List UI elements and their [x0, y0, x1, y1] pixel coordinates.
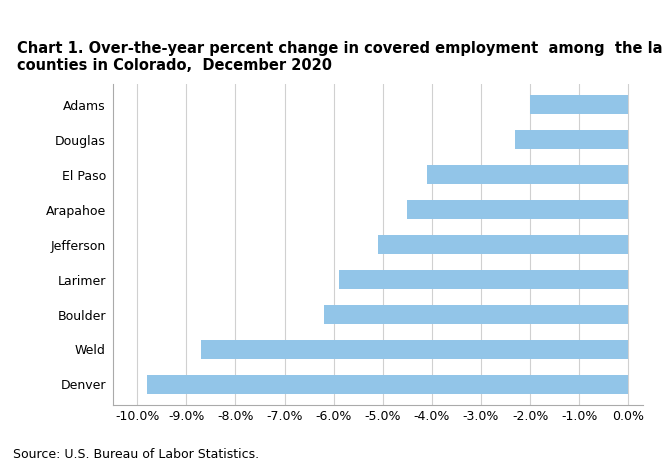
Text: Source: U.S. Bureau of Labor Statistics.: Source: U.S. Bureau of Labor Statistics.	[13, 448, 259, 461]
Bar	[147, 375, 629, 394]
Bar	[378, 235, 629, 254]
Bar	[515, 130, 629, 150]
Bar	[201, 340, 629, 359]
Bar	[324, 305, 629, 324]
Bar	[427, 165, 629, 185]
Bar	[339, 270, 629, 289]
Bar	[407, 200, 629, 219]
Text: Chart 1. Over-the-year percent change in covered employment  among  the largest
: Chart 1. Over-the-year percent change in…	[17, 41, 663, 73]
Bar	[530, 95, 629, 115]
